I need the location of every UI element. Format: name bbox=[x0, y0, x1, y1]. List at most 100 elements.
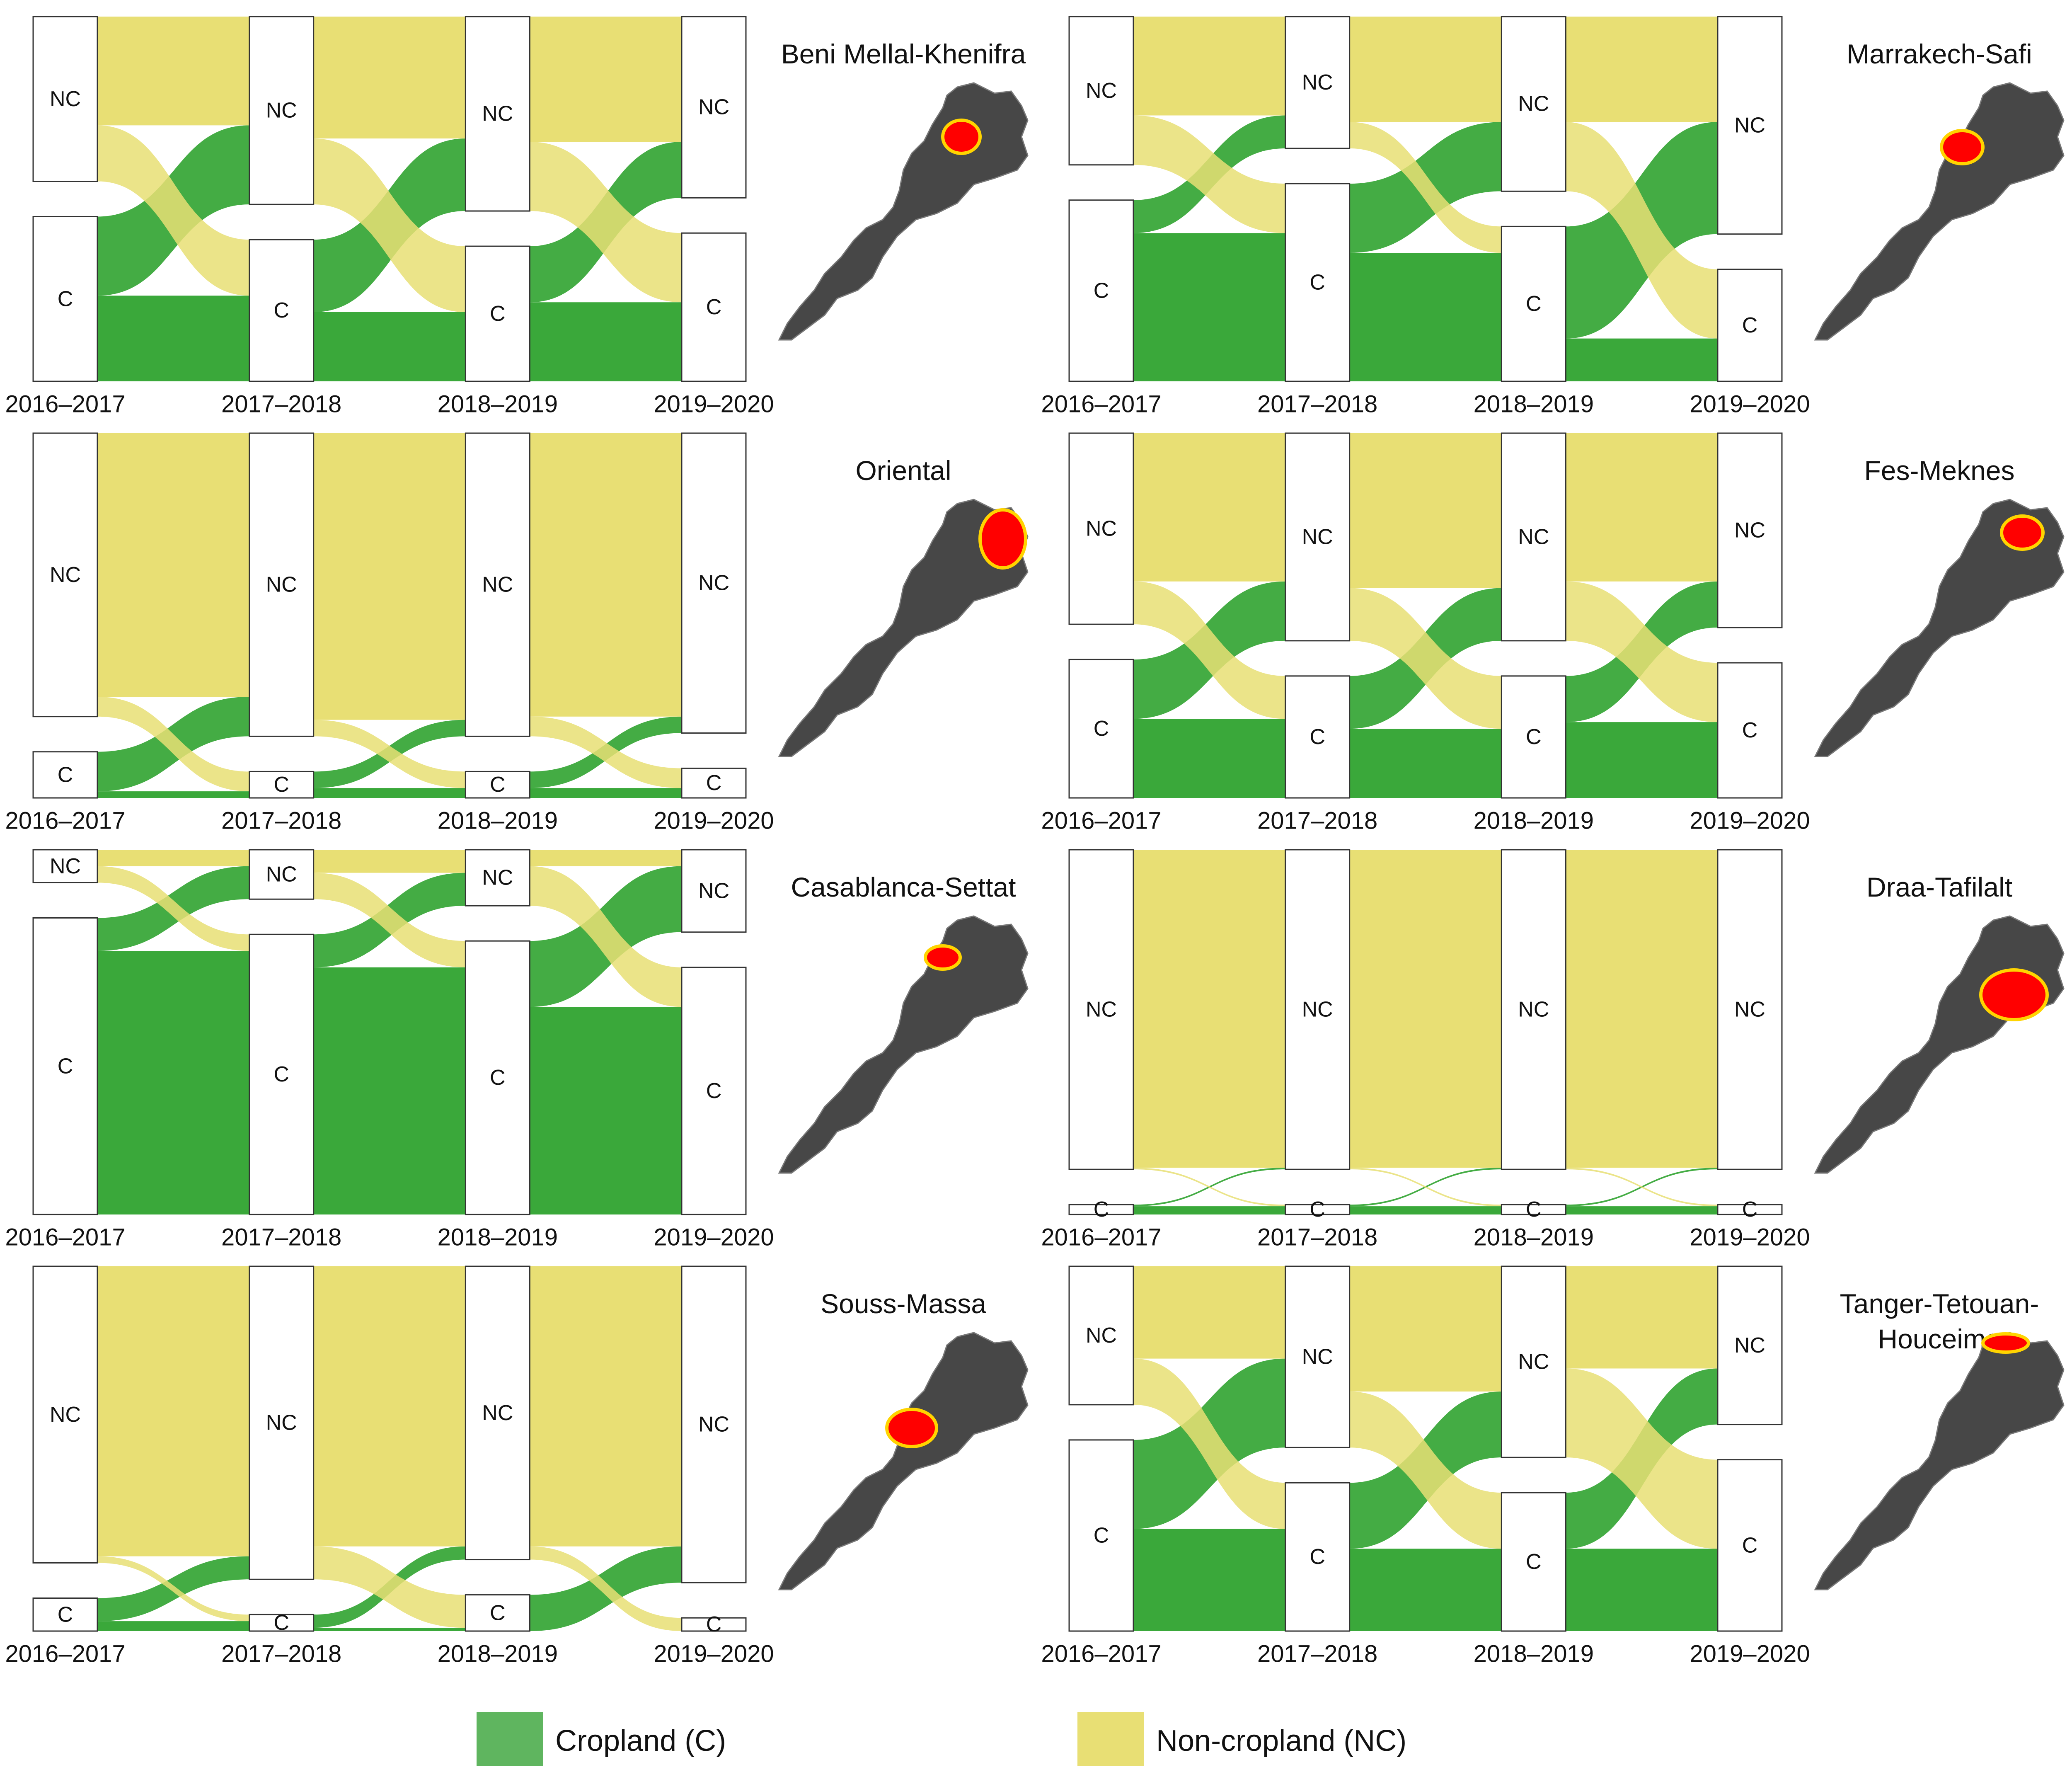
node-c bbox=[249, 239, 315, 382]
node-c bbox=[1068, 199, 1134, 382]
node-label-c: C bbox=[1526, 292, 1542, 316]
node-c bbox=[249, 933, 315, 1215]
node-label-c: C bbox=[706, 771, 722, 795]
legend-label-c: Cropland (C) bbox=[555, 1724, 726, 1757]
node-nc bbox=[681, 432, 747, 734]
legend-label-nc: Non-cropland (NC) bbox=[1156, 1724, 1406, 1757]
node-label-c: C bbox=[490, 1601, 506, 1625]
node-nc bbox=[681, 849, 747, 933]
highlighted-region bbox=[1979, 968, 2049, 1021]
morocco-outline bbox=[778, 915, 1029, 1174]
flow-nc-to-c bbox=[97, 866, 249, 951]
period-label: 2019–2020 bbox=[1690, 1224, 1810, 1251]
flow-nc-to-nc bbox=[313, 433, 466, 720]
node-nc bbox=[1285, 849, 1351, 1170]
node-nc bbox=[32, 849, 98, 883]
flow-c-to-c bbox=[1566, 338, 1718, 381]
period-label: 2018–2019 bbox=[1474, 1641, 1594, 1668]
node-nc bbox=[249, 432, 315, 737]
alluvial-panel: NCC2016–2017NCC2017–2018NCC2018–2019NCC2… bbox=[5, 849, 1029, 1251]
flow-nc-to-c bbox=[1133, 581, 1285, 719]
node-label-c: C bbox=[706, 1612, 722, 1636]
locator-map bbox=[778, 915, 1029, 1174]
period-label: 2016–2017 bbox=[1041, 391, 1161, 418]
node-nc bbox=[249, 16, 315, 205]
node-label-nc: NC bbox=[1518, 1350, 1549, 1374]
node-label-nc: NC bbox=[50, 1403, 81, 1427]
flow-nc-to-c bbox=[1566, 122, 1718, 339]
node-label-c: C bbox=[1742, 1533, 1758, 1557]
node-label-nc: NC bbox=[1086, 517, 1117, 541]
highlighted-region bbox=[1981, 1332, 2030, 1354]
alluvial-panel: NCC2016–2017NCC2017–2018NCC2018–2019NCC2… bbox=[1041, 849, 2065, 1251]
flow-nc-to-c bbox=[313, 138, 466, 313]
node-c bbox=[681, 232, 747, 382]
node-label-c: C bbox=[1742, 718, 1758, 742]
node-label-nc: NC bbox=[50, 87, 81, 111]
alluvial-panel: NCC2016–2017NCC2017–2018NCC2018–2019NCC2… bbox=[5, 1265, 1029, 1668]
highlighted-region bbox=[924, 944, 962, 971]
locator-map bbox=[778, 1332, 1029, 1590]
node-c bbox=[1068, 1439, 1134, 1632]
node-nc bbox=[1717, 432, 1783, 628]
node-label-nc: NC bbox=[1302, 1345, 1333, 1369]
node-label-c: C bbox=[1742, 1197, 1758, 1222]
node-c bbox=[32, 751, 98, 799]
flow-nc-to-nc bbox=[97, 17, 249, 126]
node-c bbox=[1068, 1204, 1134, 1215]
period-label: 2016–2017 bbox=[5, 1224, 125, 1251]
flow-nc-to-nc bbox=[1566, 433, 1718, 582]
flow-nc-to-nc bbox=[1566, 17, 1718, 122]
period-label: 2018–2019 bbox=[438, 1641, 558, 1668]
flow-nc-to-nc bbox=[313, 17, 466, 139]
node-nc bbox=[1285, 16, 1351, 149]
flow-nc-to-c bbox=[97, 125, 249, 296]
period-label: 2018–2019 bbox=[438, 391, 558, 418]
flow-nc-to-nc bbox=[1566, 850, 1718, 1168]
node-c bbox=[32, 216, 98, 382]
period-label: 2018–2019 bbox=[1474, 1224, 1594, 1251]
legend: Cropland (C) Non-cropland (NC) bbox=[477, 1712, 1406, 1766]
flow-c-to-c bbox=[1349, 1549, 1502, 1631]
node-c bbox=[1501, 225, 1566, 382]
node-nc bbox=[1717, 16, 1783, 235]
node-nc bbox=[1501, 16, 1566, 192]
flow-nc-to-nc bbox=[1566, 1266, 1718, 1369]
region-title: Tanger-Tetouan- bbox=[1840, 1288, 2039, 1319]
period-label: 2019–2020 bbox=[1690, 1641, 1810, 1668]
node-c bbox=[249, 1614, 315, 1632]
flow-nc-to-c bbox=[530, 142, 682, 303]
node-c bbox=[249, 771, 315, 799]
flow-nc-to-c bbox=[530, 716, 682, 788]
node-label-nc: NC bbox=[698, 571, 729, 595]
flow-nc-to-nc bbox=[1349, 433, 1502, 588]
flow-c-to-c bbox=[97, 296, 249, 381]
node-c bbox=[465, 245, 530, 382]
node-label-c: C bbox=[1310, 271, 1325, 295]
node-label-nc: NC bbox=[1302, 998, 1333, 1022]
node-nc bbox=[1285, 432, 1351, 642]
node-label-nc: NC bbox=[698, 95, 729, 119]
node-label-c: C bbox=[1094, 1523, 1109, 1547]
flow-c-to-c bbox=[1566, 722, 1718, 798]
flow-nc-to-nc bbox=[530, 1266, 682, 1547]
node-c bbox=[1501, 1492, 1566, 1632]
legend-swatch-c bbox=[477, 1712, 543, 1766]
period-label: 2018–2019 bbox=[1474, 391, 1594, 418]
node-nc bbox=[32, 16, 98, 182]
node-nc bbox=[249, 849, 315, 900]
period-label: 2016–2017 bbox=[1041, 1641, 1161, 1668]
flow-nc-to-c bbox=[530, 866, 682, 1007]
flow-c-to-c bbox=[97, 1621, 249, 1631]
node-nc bbox=[1068, 1265, 1134, 1406]
node-c bbox=[1717, 662, 1783, 799]
period-label: 2016–2017 bbox=[1041, 1224, 1161, 1251]
node-label-c: C bbox=[274, 773, 289, 797]
flow-nc-to-nc bbox=[530, 17, 682, 142]
node-label-nc: NC bbox=[482, 573, 513, 597]
flow-nc-to-nc bbox=[1349, 850, 1502, 1168]
locator-map bbox=[1814, 499, 2065, 757]
node-c bbox=[681, 1617, 747, 1632]
